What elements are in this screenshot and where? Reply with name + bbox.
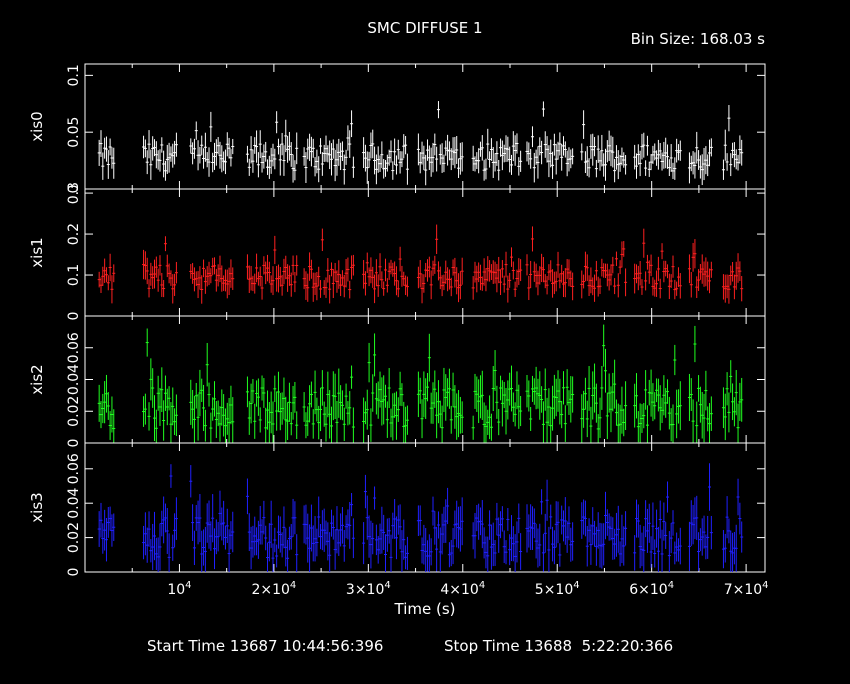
panel-label-xis2: xis2 (28, 364, 46, 394)
x-tick-label: 4×104 (440, 580, 485, 598)
y-tick-label: 0.05 (66, 117, 82, 148)
x-axis-ticks: 104 2×104 3×104 4×104 5×104 6×104 7×104 (167, 580, 768, 598)
y-tick-label: 0.02 (66, 396, 82, 427)
panel-label-xis3: xis3 (28, 492, 46, 522)
series-xis0 (97, 101, 744, 186)
x-tick-label: 7×104 (724, 580, 769, 598)
panel-label-xis1: xis1 (28, 237, 46, 267)
y-tick-label: 0 (66, 312, 82, 321)
bin-size-label: Bin Size: 168.03 s (631, 30, 766, 48)
y-tick-label: 0.06 (66, 332, 82, 363)
y-tick-label: 0.02 (66, 522, 82, 553)
x-axis-label: Time (s) (394, 600, 456, 618)
y-tick-label: 0.3 (66, 182, 82, 204)
x-tick-label: 2×104 (251, 580, 296, 598)
panel-xis0: 0 0.05 0.1 xis0 (28, 63, 766, 194)
panel-xis1: 0 0.1 0.2 0.3 xis1 (28, 182, 766, 321)
panel-xis3: 0 0.02 0.04 0.06 xis3 (28, 442, 766, 577)
y-tick-label: 0.04 (66, 488, 82, 519)
panel-frame (84, 315, 766, 444)
series-xis2 (97, 324, 744, 443)
panel-frame (84, 188, 766, 317)
panel-frame (84, 442, 766, 573)
chart-title: SMC DIFFUSE 1 (367, 19, 482, 37)
y-tick-label: 0 (66, 185, 82, 194)
x-tick-label: 6×104 (629, 580, 674, 598)
y-tick-label: 0.06 (66, 453, 82, 484)
panel-label-xis0: xis0 (28, 111, 46, 141)
x-tick-label: 5×104 (535, 580, 580, 598)
series-xis3 (97, 463, 744, 572)
y-tick-label: 0.2 (66, 223, 82, 245)
y-tick-label: 0.04 (66, 364, 82, 395)
x-tick-label: 3×104 (346, 580, 391, 598)
panel-xis2: 0 0.020.040.06 xis2 (28, 315, 766, 448)
y-tick-label: 0.1 (66, 264, 82, 286)
series-xis1 (97, 224, 744, 304)
panels: 00.050.1xis000.10.20.3xis100.020.040.06x… (28, 63, 766, 577)
x-tick-label: 104 (167, 580, 191, 598)
y-tick-label: 0 (66, 568, 82, 577)
stop-time-label: Stop Time 13688 5:22:20:366 (444, 637, 673, 655)
start-time-label: Start Time 13687 10:44:56:396 (147, 637, 383, 655)
y-tick-label: 0.1 (66, 64, 82, 86)
y-tick-label: 0 (66, 439, 82, 448)
